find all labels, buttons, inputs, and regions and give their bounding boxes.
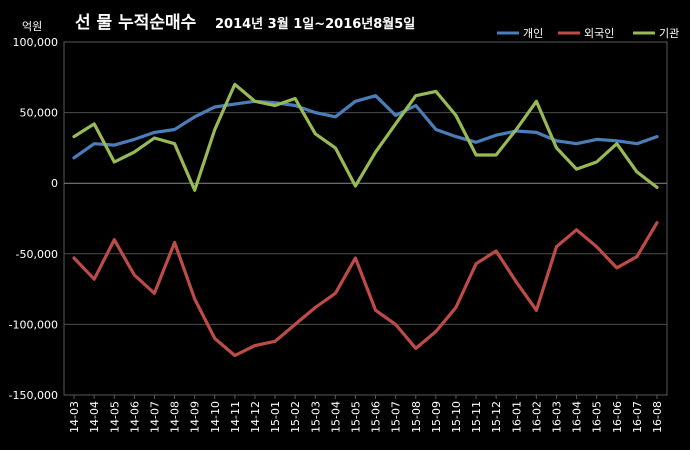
x-tick-label: 16-01 <box>510 401 523 433</box>
x-tick-label: 15-01 <box>269 401 282 433</box>
legend-label: 개인 <box>523 27 543 40</box>
x-tick-label: 15-12 <box>490 401 503 433</box>
y-tick-label: 0 <box>51 177 58 190</box>
x-tick-label: 16-06 <box>611 401 624 433</box>
x-tick-label: 15-06 <box>370 401 383 433</box>
x-tick-label: 14-08 <box>169 401 182 433</box>
x-tick-label: 16-03 <box>550 401 563 433</box>
chart-title: 선 물 누적순매수 2014년 3월 1일~2016년8월5일 <box>75 13 415 33</box>
x-tick-label: 14-04 <box>88 401 101 433</box>
title-sub: 2014년 3월 1일~2016년8월5일 <box>215 16 415 32</box>
y-axis-ticks: 100,000 50,000 0 -50,000 -100,000 -150,000 <box>9 36 58 402</box>
plot-area <box>63 41 668 396</box>
x-tick-label: 15-02 <box>289 401 302 433</box>
series-line-1 <box>72 94 659 160</box>
legend-label: 기관 <box>659 27 679 40</box>
x-tick-label: 14-12 <box>249 401 262 433</box>
x-tick-label: 15-11 <box>470 401 483 433</box>
y-tick-label: -50,000 <box>16 248 58 261</box>
x-tick-label: 14-05 <box>108 401 121 433</box>
x-tick-label: 16-02 <box>530 401 543 433</box>
x-tick-label: 15-04 <box>329 401 342 433</box>
title-main: 선 물 누적순매수 <box>75 13 197 33</box>
series-line-2 <box>72 221 659 358</box>
x-tick-label: 15-08 <box>410 401 423 433</box>
y-tick-label: -100,000 <box>9 318 58 331</box>
series-lines <box>72 82 659 358</box>
x-tick-label: 14-07 <box>148 401 161 433</box>
legend-label: 외국인 <box>584 27 614 40</box>
unit-label: 억원 <box>22 20 42 33</box>
x-tick-label: 16-08 <box>651 401 664 433</box>
legend: 개인 외국인 기관 <box>497 27 679 40</box>
x-tick-label: 14-09 <box>189 401 202 433</box>
x-axis-ticks: 14-03 14-04 14-05 14-06 14-07 14-08 14-09 14-10… <box>68 395 664 433</box>
x-tick-label: 15-03 <box>309 401 322 433</box>
series-line-3 <box>72 82 659 192</box>
grid-lines <box>64 112 667 325</box>
x-tick-label: 14-06 <box>128 401 141 433</box>
x-tick-label: 16-04 <box>571 401 584 433</box>
x-tick-label: 16-07 <box>631 401 644 433</box>
y-tick-label: 50,000 <box>20 107 59 120</box>
x-tick-label: 15-09 <box>430 401 443 433</box>
x-tick-label: 15-10 <box>450 401 463 433</box>
x-tick-label: 14-11 <box>229 401 242 433</box>
x-tick-label: 15-05 <box>349 401 362 433</box>
x-tick-label: 14-03 <box>68 401 81 433</box>
x-tick-label: 15-07 <box>390 401 403 433</box>
y-tick-label: 100,000 <box>13 36 59 49</box>
x-tick-label: 16-05 <box>591 401 604 433</box>
y-tick-label: -150,000 <box>9 389 58 402</box>
x-tick-label: 14-10 <box>209 401 222 433</box>
